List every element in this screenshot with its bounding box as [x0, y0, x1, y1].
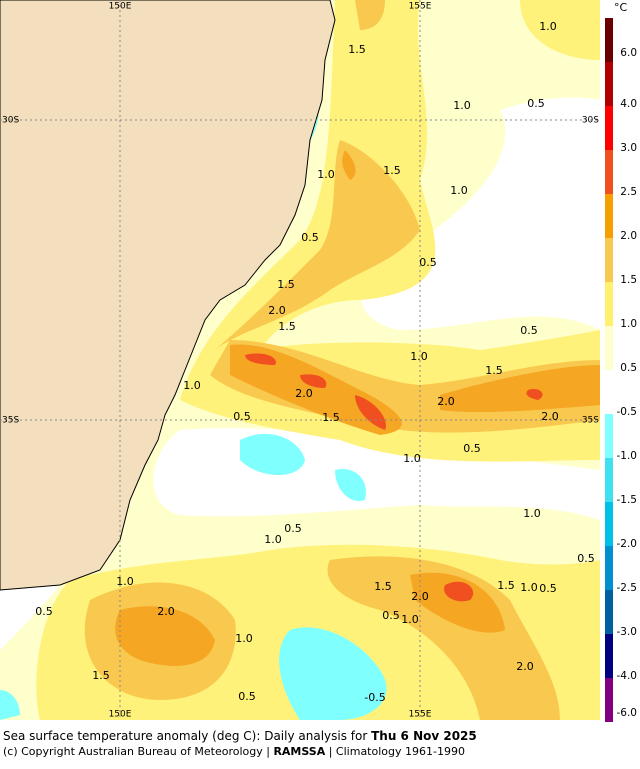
- contour-label: 1.0: [183, 379, 201, 392]
- caption-text: Sea surface temperature anomaly (deg C):…: [3, 729, 372, 743]
- colorbar-label: 2.0: [620, 230, 637, 242]
- graticule-lines: [0, 0, 600, 720]
- contour-label: 0.5: [527, 97, 545, 110]
- contour-label: 1.0: [264, 533, 282, 546]
- colorbar-label: 3.0: [620, 142, 637, 154]
- colorbar-label: 2.5: [620, 186, 637, 198]
- colorbar-label: 4.0: [620, 98, 637, 110]
- contour-label: 1.0: [520, 581, 538, 594]
- colorbar-label: 1.5: [620, 274, 637, 286]
- contour-label: 0.5: [233, 410, 251, 423]
- contour-label: 0.5: [577, 552, 595, 565]
- lon-label: 155E: [409, 2, 432, 12]
- contour-label: 1.5: [277, 278, 295, 291]
- contour-label: 1.0: [317, 168, 335, 181]
- contour-label: 0.5: [463, 442, 481, 455]
- contour-label: 0.5: [382, 609, 400, 622]
- colorbar-swatch: [605, 414, 613, 458]
- contour-label: 0.5: [539, 582, 557, 595]
- colorbar-label: -2.5: [617, 582, 638, 594]
- anomaly-2-5: [245, 353, 543, 602]
- contour-label: 2.0: [157, 605, 175, 618]
- contour-label: 2.0: [516, 660, 534, 673]
- colorbar-swatch: [605, 238, 613, 282]
- colorbar-label: 1.0: [620, 318, 637, 330]
- contour-label: 1.5: [322, 411, 340, 424]
- caption-line-1: Sea surface temperature anomaly (deg C):…: [3, 729, 477, 743]
- contour-label: 1.0: [450, 184, 468, 197]
- contour-label: 2.0: [541, 410, 559, 423]
- colorbar-label: -1.0: [617, 450, 638, 462]
- colorbar-swatch: [605, 282, 613, 326]
- lon-label: 150E: [109, 2, 132, 12]
- anomaly-2-0: [115, 150, 600, 666]
- colorbar-swatch: [605, 634, 613, 678]
- colorbar-swatch: [605, 502, 613, 546]
- land: [0, 0, 336, 591]
- contour-label: 2.0: [437, 395, 455, 408]
- caption-agency: RAMSSA: [273, 745, 326, 758]
- caption-text: (c) Copyright Australian Bureau of Meteo…: [3, 745, 274, 758]
- colorbar-swatch: [605, 678, 613, 722]
- colorbar-swatch: [605, 546, 613, 590]
- contour-label: 0.5: [35, 605, 53, 618]
- colorbar-label: -4.0: [617, 670, 638, 682]
- contour-label: -0.5: [364, 691, 385, 704]
- contour-label: 1.0: [403, 452, 421, 465]
- contour-label: 1.5: [485, 364, 503, 377]
- colorbar-swatch: [605, 590, 613, 634]
- colorbar-swatch: [605, 62, 613, 106]
- contour-label: 0.5: [520, 324, 538, 337]
- lon-label: 150E: [109, 710, 132, 720]
- contour-label: 1.5: [383, 164, 401, 177]
- contour-label: 1.0: [116, 575, 134, 588]
- contour-label: 1.0: [410, 350, 428, 363]
- caption-text: | Climatology 1961-1990: [325, 745, 465, 758]
- contour-label: 0.5: [301, 231, 319, 244]
- colorbar-swatch: [605, 106, 613, 150]
- contour-label: 1.0: [401, 613, 419, 626]
- contour-label: 1.0: [523, 507, 541, 520]
- colorbar-swatch: [605, 370, 613, 414]
- contour-label: 1.0: [235, 632, 253, 645]
- colorbar-label: 6.0: [620, 47, 637, 59]
- contour-label: 1.5: [497, 579, 515, 592]
- colorbar-label: 0.5: [620, 362, 637, 374]
- caption-date: Thu 6 Nov 2025: [371, 729, 477, 743]
- contour-label: 1.5: [348, 43, 366, 56]
- colorbar-swatch: [605, 458, 613, 502]
- colorbar-label: -0.5: [617, 406, 638, 418]
- colorbar-label: -1.5: [617, 494, 638, 506]
- contour-label: 2.0: [295, 387, 313, 400]
- contour-label: 0.5: [284, 522, 302, 535]
- contour-label: 1.0: [539, 20, 557, 33]
- contour-label: 1.5: [374, 580, 392, 593]
- colorbar-label: -6.0: [617, 707, 638, 719]
- lat-label: 30S: [2, 116, 19, 126]
- colorbar-unit: °C: [614, 1, 628, 14]
- colorbar-swatch: [605, 18, 613, 62]
- lat-label: 35S: [2, 416, 19, 426]
- colorbar-swatch: [605, 150, 613, 194]
- contour-label: 2.0: [411, 590, 429, 603]
- colorbar-label: -3.0: [617, 626, 638, 638]
- lat-label: 30S: [582, 116, 599, 126]
- contour-label: 1.0: [453, 99, 471, 112]
- contour-label: 0.5: [238, 690, 256, 703]
- lat-label: 35S: [582, 416, 599, 426]
- contour-label: 1.5: [278, 320, 296, 333]
- lon-label: 155E: [409, 710, 432, 720]
- contour-label: 0.5: [419, 256, 437, 269]
- colorbar-swatch: [605, 326, 613, 370]
- colorbar-label: -2.0: [617, 538, 638, 550]
- colorbar-swatch: [605, 194, 613, 238]
- contour-label: 1.5: [92, 669, 110, 682]
- contour-label: 2.0: [268, 304, 286, 317]
- caption-line-2: (c) Copyright Australian Bureau of Meteo…: [3, 745, 465, 758]
